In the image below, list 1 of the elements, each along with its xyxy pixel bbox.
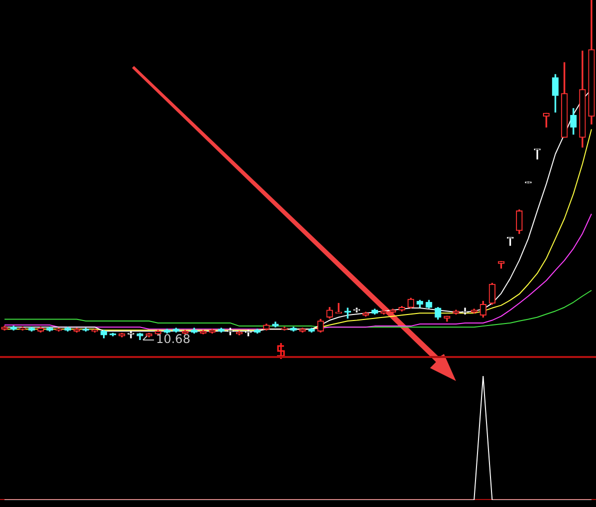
annotation: 10.68 xyxy=(156,332,190,346)
